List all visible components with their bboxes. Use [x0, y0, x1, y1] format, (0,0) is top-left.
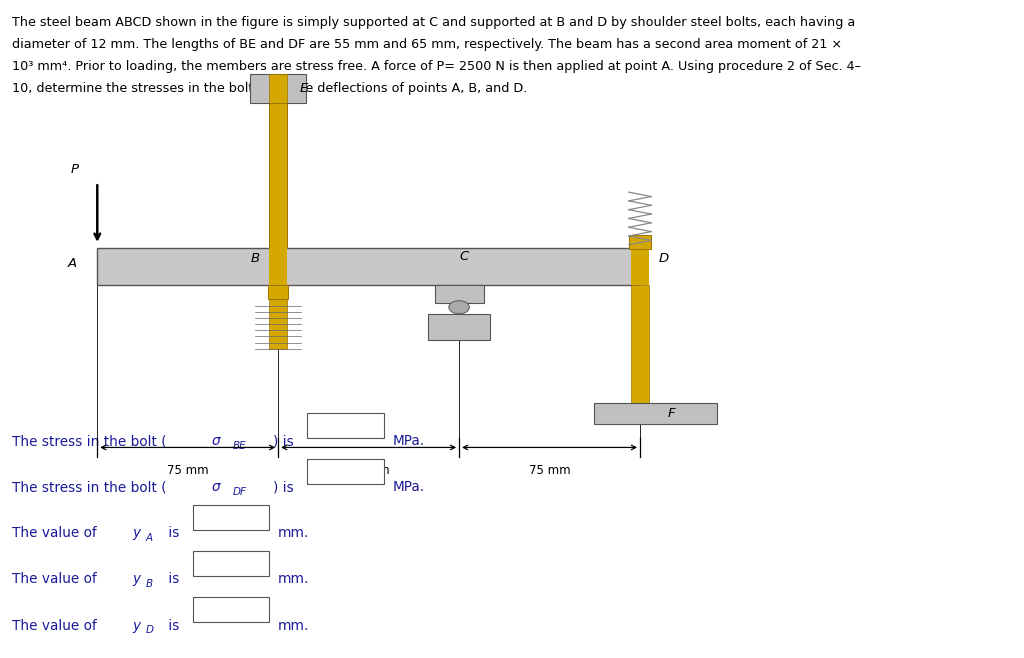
Text: σ: σ — [212, 434, 220, 448]
Text: is: is — [164, 572, 179, 586]
Text: A: A — [145, 533, 153, 543]
Text: 75 mm: 75 mm — [528, 464, 570, 477]
Text: B: B — [145, 579, 153, 589]
Text: mm.: mm. — [278, 526, 309, 540]
Text: is: is — [164, 526, 179, 540]
Text: BE: BE — [232, 441, 246, 451]
Text: 75 mm: 75 mm — [167, 464, 209, 477]
Text: 75 mm: 75 mm — [348, 464, 389, 477]
Bar — [269, 248, 288, 285]
Text: mm.: mm. — [278, 619, 309, 632]
Text: 10, determine the stresses in the bolts and the deflections of points A, B, and : 10, determine the stresses in the bolts … — [12, 82, 527, 95]
Text: y: y — [132, 572, 140, 586]
Text: DF: DF — [232, 487, 247, 497]
Text: diameter of 12 mm. The lengths of BE and DF are 55 mm and 65 mm, respectively. T: diameter of 12 mm. The lengths of BE and… — [12, 38, 843, 51]
Bar — [307, 413, 384, 438]
Text: ) is: ) is — [273, 434, 294, 448]
Bar — [269, 74, 288, 103]
Text: The steel beam ABCD shown in the figure is simply supported at C and supported a: The steel beam ABCD shown in the figure … — [12, 16, 855, 30]
Bar — [250, 74, 306, 103]
Bar — [268, 285, 289, 299]
Text: F: F — [668, 407, 675, 420]
Bar — [631, 285, 649, 403]
Text: P: P — [71, 163, 79, 176]
Text: D: D — [145, 625, 154, 635]
Bar — [193, 597, 269, 622]
Text: y: y — [132, 526, 140, 540]
Bar — [193, 551, 269, 576]
Bar — [629, 235, 651, 249]
Bar — [434, 285, 483, 303]
Bar — [193, 505, 269, 530]
Bar — [269, 103, 288, 248]
Bar — [307, 459, 384, 484]
Text: 10³ mm⁴. Prior to loading, the members are stress free. A force of P= 2500 N is : 10³ mm⁴. Prior to loading, the members a… — [12, 60, 861, 73]
Text: The stress in the bolt (: The stress in the bolt ( — [12, 434, 167, 448]
Text: E: E — [300, 82, 308, 95]
Text: σ: σ — [212, 480, 220, 494]
Text: A: A — [68, 257, 77, 270]
Text: D: D — [658, 252, 669, 265]
Text: MPa.: MPa. — [392, 480, 424, 494]
Text: C: C — [460, 250, 469, 263]
Text: y: y — [132, 619, 140, 632]
Bar — [631, 248, 649, 285]
Bar — [97, 248, 640, 285]
Bar — [594, 403, 717, 424]
Text: is: is — [164, 619, 179, 632]
Text: B: B — [251, 252, 260, 265]
Text: The value of: The value of — [12, 572, 101, 586]
Bar — [269, 299, 288, 349]
Text: ) is: ) is — [273, 480, 294, 494]
Bar — [428, 314, 489, 340]
Text: The value of: The value of — [12, 526, 101, 540]
Text: The value of: The value of — [12, 619, 101, 632]
Text: MPa.: MPa. — [392, 434, 424, 448]
Circle shape — [449, 301, 469, 314]
Text: mm.: mm. — [278, 572, 309, 586]
Text: The stress in the bolt (: The stress in the bolt ( — [12, 480, 167, 494]
